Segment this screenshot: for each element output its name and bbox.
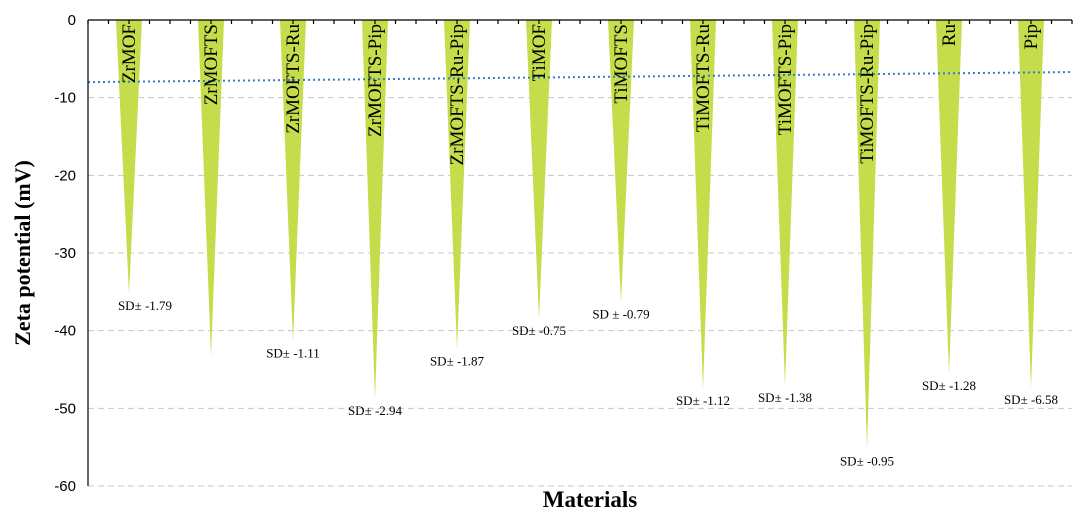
y-tick-label: -20 <box>54 167 76 184</box>
sd-annotation: SD ± -0.79 <box>592 307 649 322</box>
category-label: Pip <box>1021 24 1042 49</box>
category-label: ZrMOF <box>119 24 140 83</box>
category-label: ZrMOFTS-Ru-Pip <box>447 24 468 165</box>
sd-annotation: SD± -0.75 <box>512 323 566 338</box>
category-label: TiMOFTS-Ru-Pip <box>857 24 878 164</box>
sd-annotation: SD± -1.11 <box>266 346 320 361</box>
category-label: TiMOFTS-Ru <box>693 24 714 133</box>
y-tick-label: 0 <box>68 12 76 29</box>
category-label: TiMOFTS-Pip <box>775 24 796 135</box>
x-axis-title: Materials <box>543 487 638 512</box>
bar-zrmofts-ru <box>280 20 306 342</box>
category-label: TiMOFTS <box>611 24 632 104</box>
bar-zrmof <box>116 20 142 295</box>
sd-annotation: SD± -1.12 <box>676 393 730 408</box>
category-labels: ZrMOF ZrMOFTS ZrMOFTS-Ru ZrMOFTS-Pip ZrMOFTS… <box>119 24 1042 166</box>
bar-timof <box>526 20 552 320</box>
bar-timofts-pip <box>772 20 798 386</box>
trendline <box>87 71 1073 84</box>
category-label: ZrMOFTS-Ru <box>283 24 304 134</box>
y-tick-label: -30 <box>54 245 76 262</box>
category-label: Ru <box>939 24 960 47</box>
category-label: ZrMOFTS <box>201 24 222 105</box>
bar-timofts-ru-pip <box>854 20 880 450</box>
y-tick-label: -60 <box>54 478 76 495</box>
y-tick-label: -40 <box>54 323 76 340</box>
category-label: TiMOF <box>529 24 550 81</box>
bars <box>116 20 1044 450</box>
bar-ru <box>936 20 962 375</box>
sd-annotation: SD± -1.87 <box>430 353 485 368</box>
y-tick-label: -50 <box>54 400 76 417</box>
sd-annotations: SD± -1.79 SD± -1.11 SD± -2.94 SD± -1.87 SD± … <box>118 298 1058 468</box>
category-label: ZrMOFTS-Pip <box>365 24 386 137</box>
bar-zrmofts <box>198 20 224 357</box>
sd-annotation: SD± -1.28 <box>922 378 976 393</box>
y-tick-label: -10 <box>54 90 76 107</box>
axes: 0 -10 -20 -30 -40 -50 -60 <box>54 12 1073 495</box>
bar-zrmofts-ru-pip <box>444 20 470 350</box>
sd-annotation: SD± -0.95 <box>840 453 894 468</box>
sd-annotation: SD± -6.58 <box>1004 392 1058 407</box>
y-axis-title: Zeta potential (mV) <box>10 160 35 346</box>
sd-annotation: SD± -1.79 <box>118 298 172 313</box>
bar-zrmofts-pip <box>362 20 388 400</box>
bar-timofts <box>608 20 634 303</box>
sd-annotation: SD± -1.38 <box>758 390 812 405</box>
trendline-group <box>87 71 1073 84</box>
bar-timofts-ru <box>690 20 716 389</box>
sd-annotation: SD± -2.94 <box>348 403 403 418</box>
gridlines <box>88 97 1072 487</box>
bar-pip <box>1018 20 1044 389</box>
